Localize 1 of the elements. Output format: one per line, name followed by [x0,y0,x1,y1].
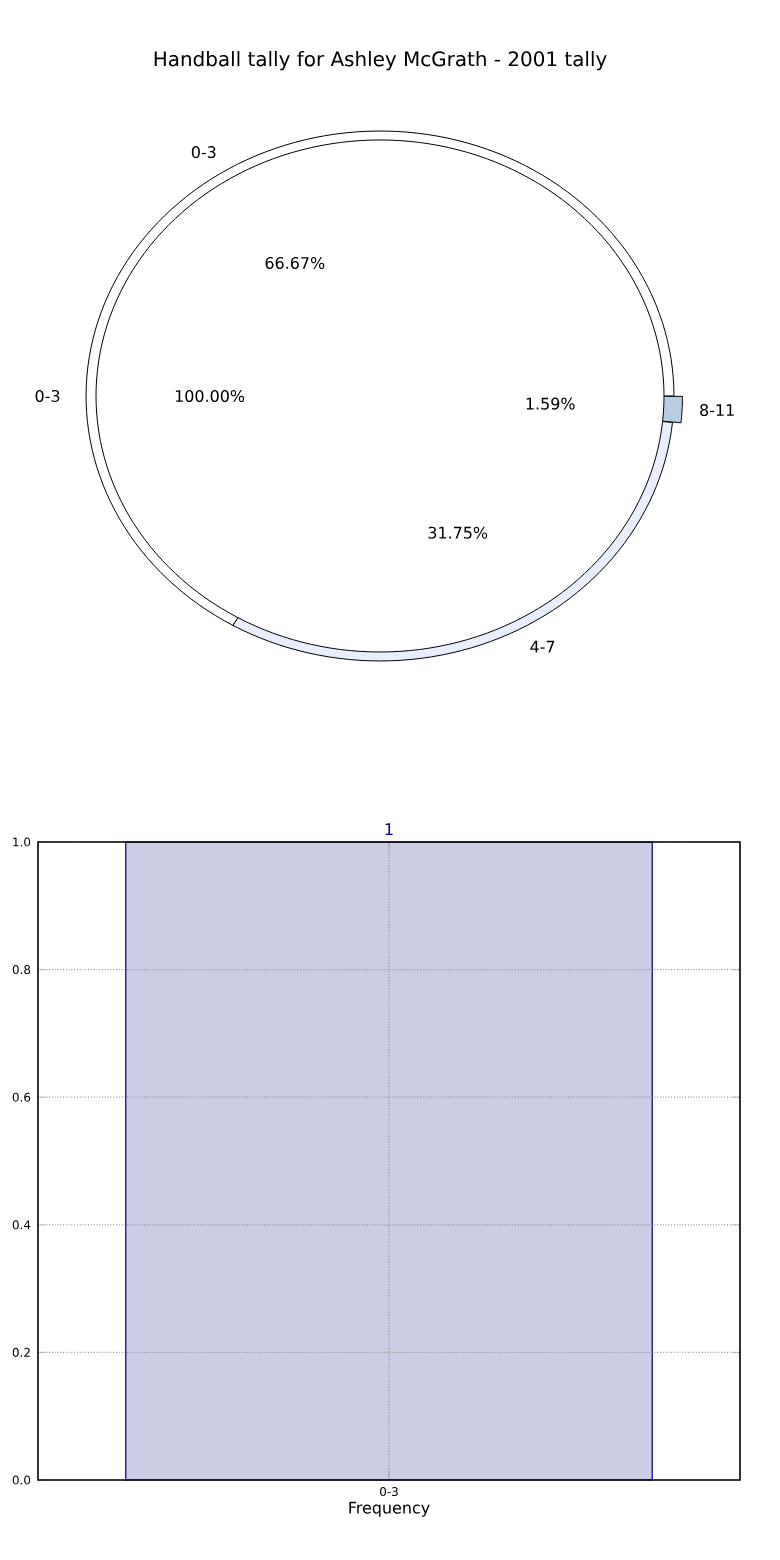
chart-title: Handball tally for Ashley McGrath - 2001 tally [154,50,607,71]
